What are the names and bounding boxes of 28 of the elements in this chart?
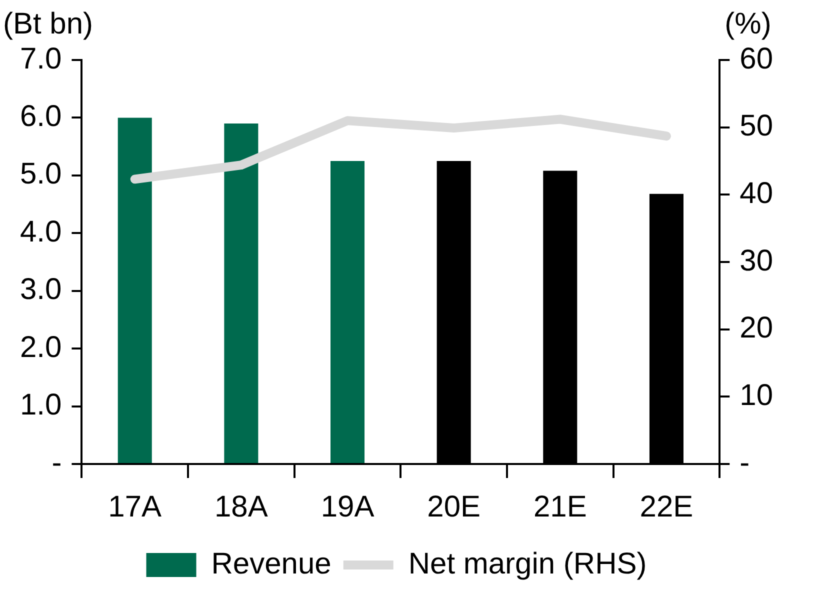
x-tick-label: 17A	[108, 490, 162, 524]
y2-tick-label: 10	[740, 378, 774, 412]
y2-tick-label: 30	[740, 244, 774, 278]
bar	[330, 161, 365, 463]
y-tick-label: 3.0	[20, 273, 62, 306]
y2-axis-title: (%)	[724, 7, 772, 40]
y-axis-title: (Bt bn)	[2, 7, 94, 40]
y-tick-label: 4.0	[20, 215, 62, 248]
y-tick-label: 1.0	[20, 388, 62, 422]
x-tick-label: 19A	[320, 490, 374, 524]
y2-tick-label: 40	[740, 176, 774, 210]
x-tick-label: 22E	[640, 490, 694, 524]
bar	[118, 118, 152, 463]
legend-label: Net margin (RHS)	[408, 547, 647, 580]
y2-tick-label: 20	[740, 312, 774, 345]
y2-tick-label: 50	[740, 110, 774, 143]
y-tick-label: -	[52, 446, 62, 480]
x-tick-label: 18A	[214, 490, 268, 524]
x-tick-label: 20E	[427, 490, 481, 524]
y-tick-label: 7.0	[20, 42, 62, 76]
y2-tick-label: 60	[740, 42, 774, 76]
y-tick-label: 6.0	[20, 100, 62, 133]
x-tick-label: 21E	[533, 490, 587, 524]
y2-tick-label: -	[740, 446, 750, 480]
legend-label: Revenue	[211, 547, 332, 580]
y-tick-label: 2.0	[20, 330, 62, 364]
bar	[224, 123, 258, 463]
y-tick-label: 5.0	[20, 158, 62, 191]
